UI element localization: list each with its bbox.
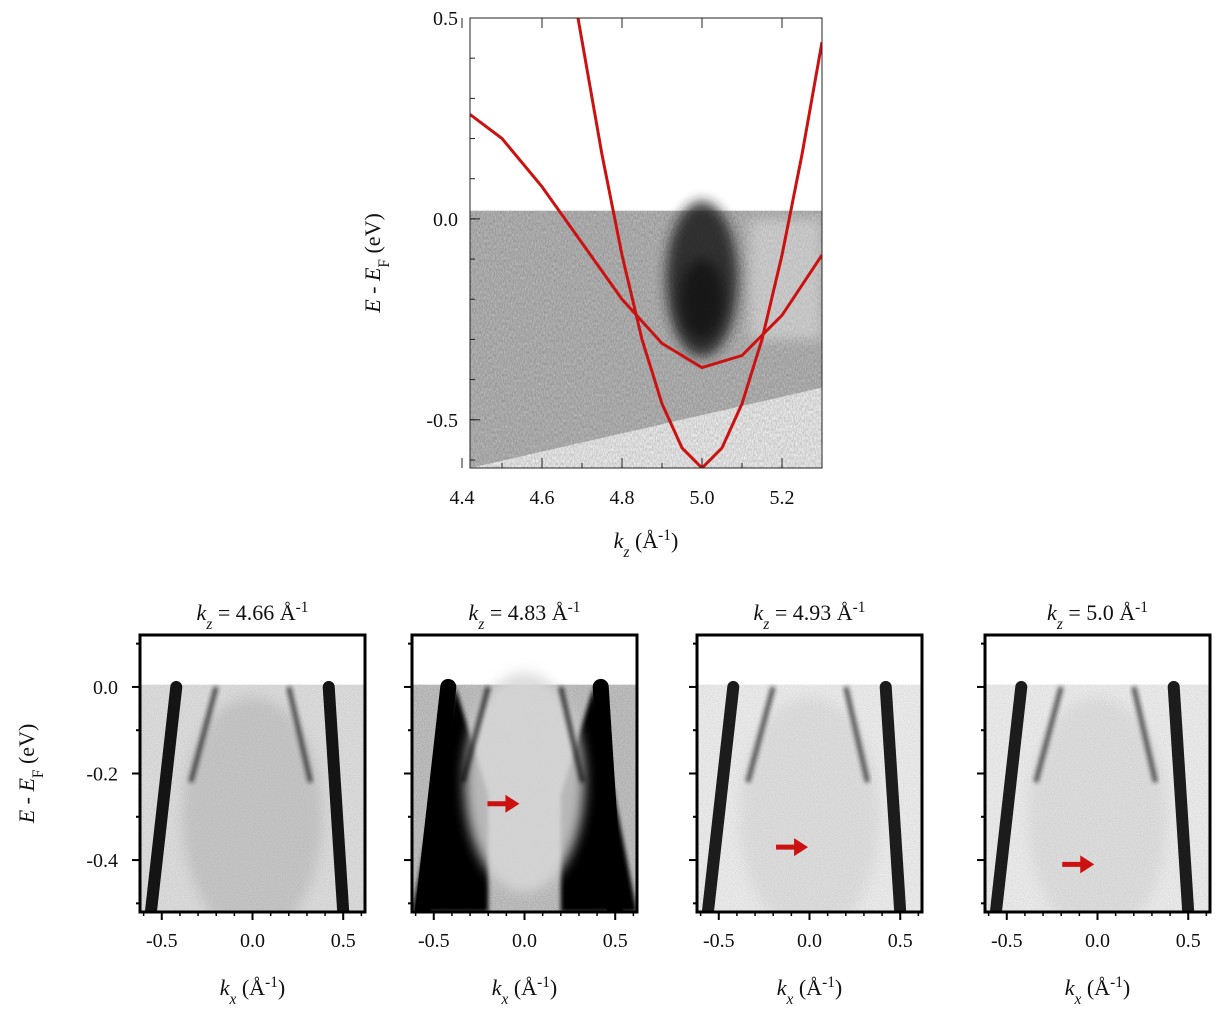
central-haze [739, 696, 880, 912]
red-arrow-head [1080, 855, 1095, 874]
bottom-panel-4-intensity-map [985, 635, 1210, 912]
inner-band-right [286, 686, 314, 783]
bottom-panel-1: -0.5 0.0 0.5 kz = 4.66 Å-1 kx (Å-1) [132, 599, 367, 1008]
top-x-axis-label: kz (Å-1) [614, 527, 679, 561]
outer-band-left [144, 680, 183, 912]
inner-band-right [843, 686, 871, 783]
top-x-tick-label: 5.2 [770, 487, 795, 509]
x-tick-label: 0.0 [1085, 930, 1110, 952]
x-tick-label: 0.5 [888, 930, 913, 952]
bottom-y-tick-label: -0.2 [86, 764, 118, 786]
top-y-axis-label: E - EF (eV) [360, 213, 393, 314]
outer-band-right [322, 680, 350, 912]
central-haze [1027, 696, 1168, 912]
bottom-panel-2-intensity-map [412, 635, 637, 912]
x-tick-label: 0.0 [512, 930, 537, 952]
panel-title: kz = 4.93 Å-1 [754, 599, 866, 633]
x-tick-label: -0.5 [703, 930, 735, 952]
top-frame [469, 17, 823, 469]
central-haze [182, 696, 323, 912]
bottom-y-axis-label: E - EF (eV) [14, 724, 47, 825]
inner-band-right [1131, 686, 1159, 783]
x-tick-label: -0.5 [146, 930, 178, 952]
bottom-y-tick-label: -0.4 [86, 850, 118, 872]
inner-band-right [558, 686, 586, 783]
top-band-2 [576, 18, 822, 468]
x-tick-label: 0.0 [797, 930, 822, 952]
top-intensity-core [680, 259, 724, 340]
x-tick-label: -0.5 [418, 930, 450, 952]
bottom-y-tick-label: 0.0 [93, 677, 118, 699]
red-arrow-head [505, 794, 520, 813]
top-y-tick-label: 0.0 [433, 209, 458, 231]
top-x-tick-label: 4.8 [610, 487, 635, 509]
outer-band-right [592, 678, 624, 912]
outer-band-right [879, 680, 907, 912]
bottom-panels: -0.5 0.0 0.5 kz = 4.66 Å-1 kx (Å-1) -0.5 0.0 0.… [14, 599, 1212, 1008]
panel-title: kz = 4.66 Å-1 [197, 599, 309, 633]
outer-band-left [701, 680, 740, 912]
top-x-tick-label: 4.6 [530, 487, 555, 509]
top-y-tick-label: -0.5 [426, 410, 458, 432]
panel-x-axis-label: kx (Å-1) [220, 974, 285, 1008]
top-y-tick-label: 0.5 [433, 8, 458, 30]
bottom-panel-2: -0.5 0.0 0.5 kz = 4.83 Å-1 kx (Å-1) [404, 599, 639, 1008]
top-panel: 4.4 4.6 4.8 5.0 5.2 0.5 0.0 -0.5 kz (Å-1) E - EF … [360, 8, 823, 561]
central-light [464, 672, 585, 893]
inner-band-left [460, 686, 491, 783]
panel-x-axis-label: kx (Å-1) [492, 974, 557, 1008]
panel-title: kz = 5.0 Å-1 [1047, 599, 1148, 633]
x-tick-label: 0.5 [331, 930, 356, 952]
bottom-panel-4: -0.5 0.0 0.5 kz = 5.0 Å-1 kx (Å-1) [977, 599, 1212, 1008]
top-intensity-map [470, 201, 822, 468]
x-tick-label: 0.5 [603, 930, 628, 952]
red-arrow-head [794, 838, 809, 857]
top-x-tick-label: 5.0 [690, 487, 715, 509]
bottom-panel-1-intensity-map [140, 635, 365, 912]
panel-x-axis-label: kx (Å-1) [1065, 974, 1130, 1008]
inner-band-left [745, 686, 776, 783]
panel-title: kz = 4.83 Å-1 [469, 599, 581, 633]
outer-band-right [1167, 680, 1195, 912]
inner-band-left [188, 686, 219, 783]
bottom-panel-3-intensity-map [697, 635, 922, 912]
x-tick-label: 0.0 [240, 930, 265, 952]
panel-x-axis-label: kx (Å-1) [777, 974, 842, 1008]
top-x-tick-label: 4.4 [450, 487, 475, 509]
bottom-panel-3: -0.5 0.0 0.5 kz = 4.93 Å-1 kx (Å-1) [689, 599, 924, 1008]
outer-band-left [989, 680, 1028, 912]
inner-band-left [1033, 686, 1064, 783]
outer-band-left [414, 678, 457, 912]
x-tick-label: -0.5 [991, 930, 1023, 952]
x-tick-label: 0.5 [1176, 930, 1201, 952]
